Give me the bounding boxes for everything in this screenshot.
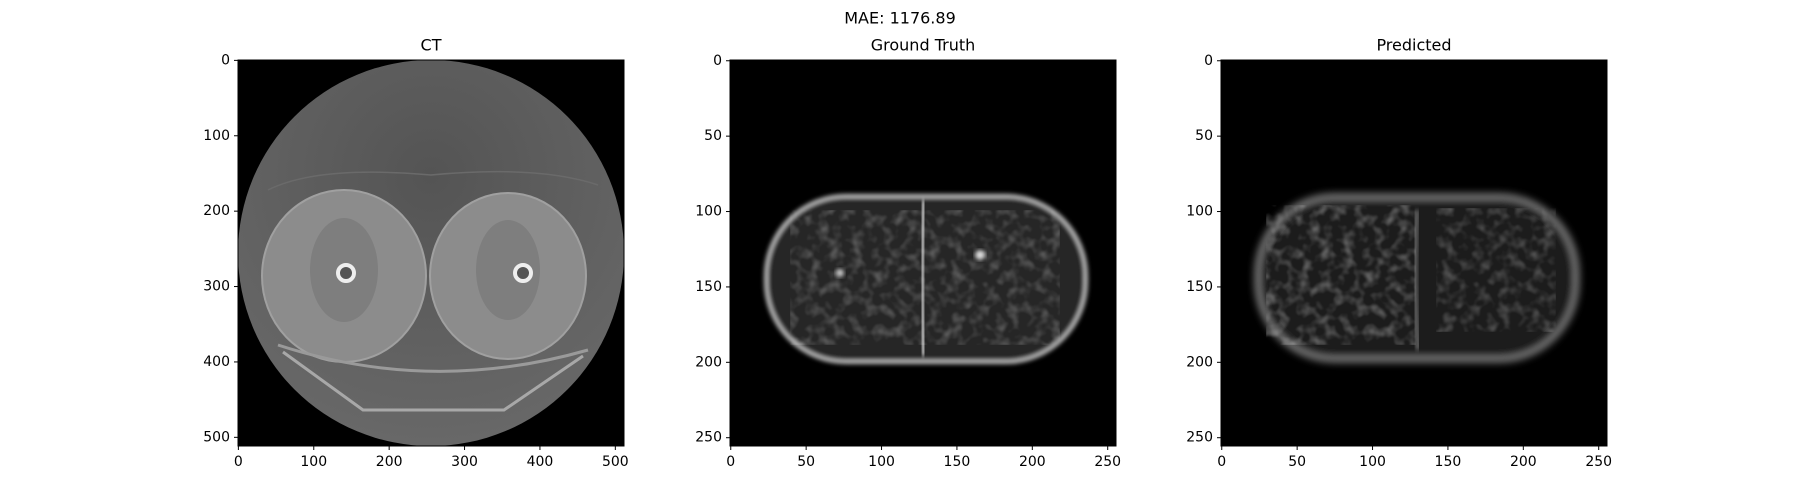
panel-title: CT <box>421 36 442 55</box>
x-tick-label: 200 <box>376 454 403 470</box>
y-tick-label: 100 <box>203 128 230 144</box>
y-tick-label: 100 <box>1186 204 1213 220</box>
x-tick-label: 100 <box>868 454 895 470</box>
x-tick-label: 250 <box>1094 454 1121 470</box>
y-tick-label: 200 <box>695 354 722 370</box>
x-tick-label: 300 <box>451 454 478 470</box>
axes-frame <box>237 59 625 447</box>
x-tick-label: 500 <box>602 454 629 470</box>
y-tick-label: 0 <box>713 53 722 69</box>
x-tick-label: 100 <box>1359 454 1386 470</box>
ground-truth-image <box>730 60 1116 446</box>
y-tick-label: 400 <box>203 354 230 370</box>
figure-title: MAE: 1176.89 <box>844 9 956 28</box>
y-tick-label: 200 <box>1186 354 1213 370</box>
x-tick-label: 50 <box>797 454 815 470</box>
axes-frame <box>1220 59 1608 447</box>
axes-frame <box>729 59 1117 447</box>
x-tick-label: 100 <box>300 454 327 470</box>
y-tick-label: 200 <box>203 203 230 219</box>
x-tick-label: 50 <box>1288 454 1306 470</box>
x-tick-label: 0 <box>1217 454 1226 470</box>
y-tick-label: 300 <box>203 279 230 295</box>
x-tick-label: 200 <box>1019 454 1046 470</box>
x-tick-label: 150 <box>1435 454 1462 470</box>
y-tick-label: 50 <box>704 128 722 144</box>
x-tick-label: 400 <box>527 454 554 470</box>
x-tick-label: 250 <box>1585 454 1612 470</box>
y-tick-label: 0 <box>221 52 230 68</box>
ct-image <box>238 60 624 446</box>
y-tick-label: 150 <box>695 279 722 295</box>
y-tick-label: 250 <box>1186 430 1213 446</box>
x-tick-label: 0 <box>726 454 735 470</box>
y-tick-label: 50 <box>1195 128 1213 144</box>
panel-title: Predicted <box>1376 36 1451 55</box>
y-tick-label: 150 <box>1186 279 1213 295</box>
predicted-image <box>1221 60 1607 446</box>
x-tick-label: 150 <box>944 454 971 470</box>
y-tick-label: 0 <box>1204 53 1213 69</box>
y-tick-label: 250 <box>695 430 722 446</box>
y-tick-label: 100 <box>695 204 722 220</box>
x-tick-label: 200 <box>1510 454 1537 470</box>
x-tick-label: 0 <box>234 454 243 470</box>
y-tick-label: 500 <box>203 429 230 445</box>
panel-title: Ground Truth <box>871 36 976 55</box>
